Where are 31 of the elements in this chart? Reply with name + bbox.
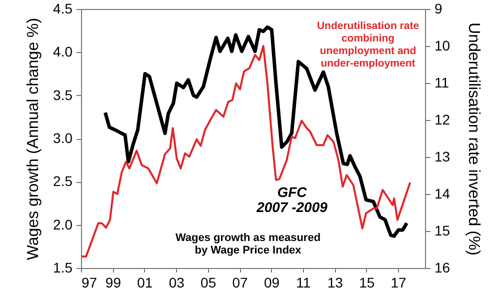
- x-tick-label: 03: [168, 274, 185, 290]
- x-tick-label: 01: [137, 274, 153, 290]
- y2-tick-label: 11: [434, 74, 450, 90]
- text: Wages growth as measured by Wage Price Index: [175, 232, 321, 256]
- x-tick-label: 97: [82, 274, 98, 290]
- x-tick-label: 11: [296, 274, 311, 290]
- y2-tick-label: 9: [434, 0, 442, 16]
- annotation: GFC 2007 -2009: [256, 184, 328, 215]
- text: Underutilisation rate combining unemployment and under-employment: [316, 20, 420, 70]
- y-tick-label: 4.5: [53, 0, 73, 16]
- y-tick-label: 1.5: [53, 260, 73, 276]
- y2-tick-label: 15: [434, 222, 450, 238]
- x-tick-label: 09: [264, 274, 280, 290]
- y2-tick-label: 10: [434, 38, 450, 54]
- y-tick-label: 3.0: [53, 130, 73, 146]
- y-tick-label: 2.5: [53, 173, 73, 190]
- x-tick-label: 99: [105, 274, 122, 290]
- y2-tick-label: 12: [434, 112, 450, 128]
- x-tick-label: 05: [200, 274, 216, 290]
- x-tick-label: 13: [327, 274, 344, 290]
- x-tick-label: 15: [359, 274, 375, 290]
- y2-axis-title: Underutilisation rate inverted (%): [465, 22, 482, 256]
- y-tick-label: 4.0: [53, 44, 73, 60]
- y-tick-label: 2.0: [53, 216, 73, 232]
- y-axis-title: Wages growth (Annual change %): [25, 18, 42, 260]
- y2-tick-label: 14: [434, 186, 450, 202]
- y2-tick-label: 16: [434, 260, 450, 276]
- y-tick-label: 3.5: [53, 86, 73, 103]
- x-tick-label: 17: [390, 274, 407, 290]
- y2-tick-label: 13: [434, 148, 450, 164]
- x-tick-label: 07: [232, 274, 248, 290]
